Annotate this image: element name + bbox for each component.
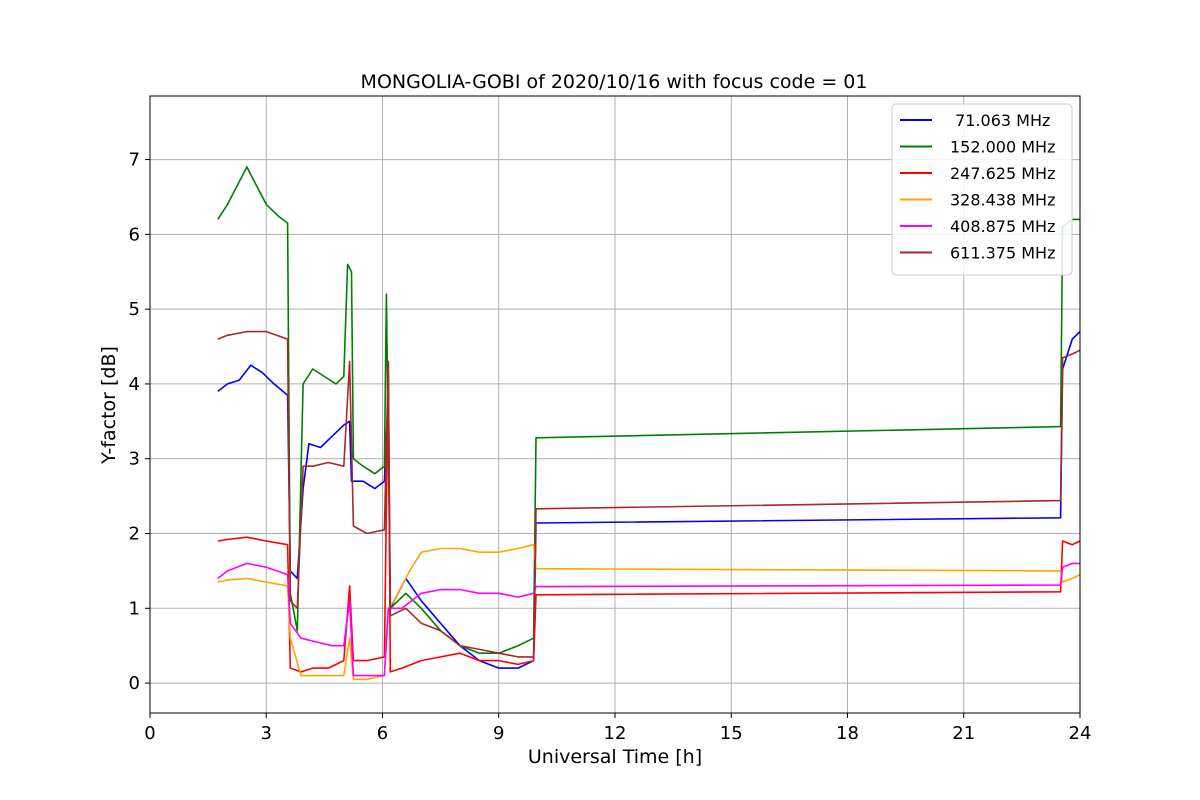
x-axis: 0 3 6 9 12 15 18 21 24 [144, 713, 1091, 744]
series-line-5 [217, 330, 1081, 658]
y-tick-label: 6 [129, 224, 140, 245]
x-tick-label: 3 [261, 723, 272, 744]
x-axis-label: Universal Time [h] [528, 746, 702, 768]
x-tick-label: 21 [952, 723, 975, 744]
x-tick-label: 24 [1069, 723, 1092, 744]
legend-label-4: 408.875 MHz [950, 217, 1055, 236]
y-tick-label: 7 [129, 150, 140, 171]
y-axis-label: Y-factor [dB] [98, 346, 120, 465]
y-tick-label: 5 [129, 299, 140, 320]
y-axis: 0 1 2 3 4 5 6 7 [129, 150, 150, 694]
x-tick-label: 6 [377, 723, 388, 744]
chart-title: MONGOLIA-GOBI of 2020/10/16 with focus c… [361, 71, 868, 93]
x-tick-label: 9 [493, 723, 504, 744]
legend-label-5: 611.375 MHz [950, 244, 1055, 263]
y-tick-label: 2 [129, 524, 140, 545]
y-tick-label: 4 [129, 374, 140, 395]
series-line-1 [217, 166, 1080, 654]
y-tick-label: 1 [129, 598, 140, 619]
series-layer [217, 166, 1081, 681]
legend-box [891, 103, 1073, 276]
grid [149, 96, 1081, 713]
legend-label-3: 328.438 MHz [950, 191, 1055, 210]
x-tick-label: 15 [720, 723, 743, 744]
y-tick-label: 3 [129, 449, 140, 470]
x-tick-label: 0 [144, 723, 155, 744]
legend-label-2: 247.625 MHz [950, 164, 1055, 183]
series-line-0 [217, 331, 1081, 669]
x-tick-label: 12 [604, 723, 627, 744]
legend-label-1: 152.000 MHz [950, 138, 1055, 157]
y-tick-label: 0 [129, 673, 140, 694]
legend: 71.063 MHz 152.000 MHz 247.625 MHz 328.438 … [891, 103, 1073, 276]
legend-label-0: 71.063 MHz [950, 111, 1050, 130]
x-tick-label: 18 [836, 723, 859, 744]
